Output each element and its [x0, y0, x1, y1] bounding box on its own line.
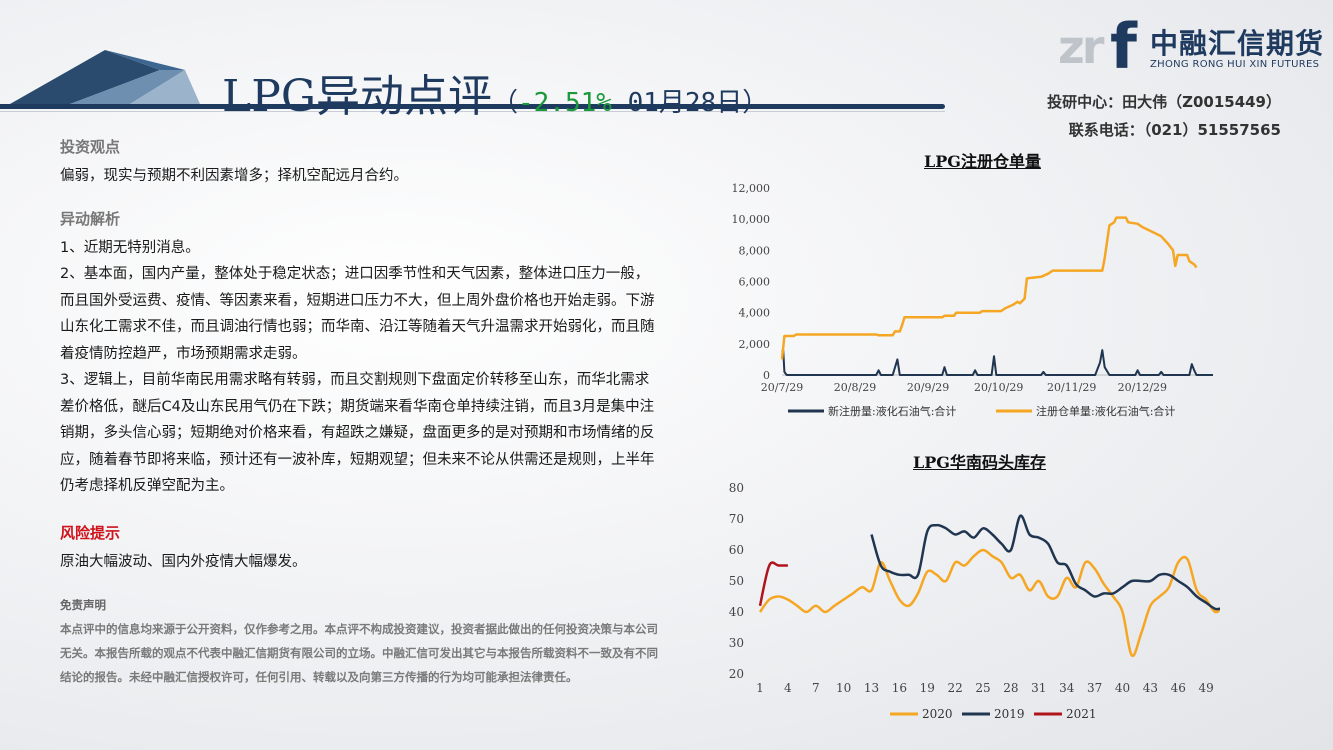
x-tick-label: 4 [784, 681, 792, 695]
x-tick-label: 10 [836, 681, 851, 695]
x-tick-label: 28 [1003, 681, 1018, 695]
series-line-0 [781, 349, 1213, 376]
legend-label-0: 新注册量:液化石油气:合计 [828, 404, 956, 418]
view-title: 投资观点 [60, 138, 121, 156]
y-tick-label: 80 [729, 481, 744, 495]
series-line-2020 [758, 548, 1220, 658]
x-tick-label: 46 [1171, 681, 1186, 695]
x-tick-label: 1 [756, 681, 764, 695]
logo-chinese-name: 中融汇信期货 [1150, 27, 1325, 60]
chart1-title: LPG注册仓单量 [924, 152, 1041, 171]
logo-f-mark: f [1110, 10, 1137, 83]
disclaimer-title: 免责声明 [60, 598, 106, 612]
title-main: LPG异动点评 [222, 71, 492, 122]
legend-label-2020: 2020 [922, 707, 953, 721]
y-tick-label: 60 [729, 543, 744, 557]
legend-label-2021: 2021 [1066, 707, 1097, 721]
x-tick-label: 20/7/29 [761, 381, 803, 394]
contact-info: 投研中心：田大伟（Z0015449） 联系电话：（021）51557565 [1047, 88, 1281, 144]
x-tick-label: 22 [948, 681, 963, 695]
y-tick-label: 8,000 [739, 244, 771, 257]
x-tick-label: 43 [1143, 681, 1158, 695]
title-change: -2.51% [518, 88, 612, 118]
x-tick-label: 37 [1087, 681, 1102, 695]
y-tick-label: 70 [729, 512, 744, 526]
chart-registered-warrants: 0 2,000 4,000 6,000 8,000 10,000 12,000 20/7/29… [732, 182, 1213, 418]
header-thin-divider [0, 111, 945, 112]
logo-english-name: ZHONG RONG HUI XIN FUTURES [1150, 59, 1320, 70]
legend-label-1: 注册仓单量:液化石油气:合计 [1036, 404, 1175, 418]
y-tick-label: 0 [763, 369, 770, 382]
disclaimer-text: 本点评中的信息均来源于公开资料，仅作参考之用。本点评不构成投资建议，投资者据此做… [60, 622, 658, 684]
x-tick-label: 20/8/29 [834, 381, 876, 394]
risk-text: 原油大幅波动、国内外疫情大幅爆发。 [60, 553, 307, 570]
x-tick-label: 20/10/29 [974, 381, 1023, 394]
y-tick-label: 50 [729, 574, 744, 588]
contact-phone: 联系电话：（021）51557565 [1068, 121, 1281, 139]
x-tick-label: 13 [864, 681, 879, 695]
legend-label-2019: 2019 [994, 707, 1025, 721]
page-title: LPG异动点评（-2.51% 01月28日） [222, 71, 769, 122]
series-line-2019 [870, 514, 1220, 611]
x-tick-label: 40 [1115, 681, 1130, 695]
analysis-p2: 2、基本面，国内产量，整体处于稳定状态；进口因季节性和天气因素，整体进口压力一般… [60, 266, 655, 362]
analysis-p3: 3、逻辑上，目前华南民用需求略有转弱，而且交割规则下盘面定价转移至山东，而华北需… [60, 372, 655, 494]
x-tick-label: 7 [812, 681, 820, 695]
logo-zr-mark: zr [1058, 20, 1105, 74]
x-tick-label: 16 [892, 681, 907, 695]
chart-south-china-terminal-inventory: 20 30 40 50 60 70 80 1 4 7 10 13 16 19 22 25 28 31 34 37 40 4… [729, 481, 1220, 721]
x-tick-label: 20/9/29 [907, 381, 949, 394]
analysis-title: 异动解析 [60, 209, 121, 228]
y-tick-label: 4,000 [739, 307, 771, 320]
commentary-column: 投资观点 偏弱，现实与预期不利因素增多；择机空配远月合约。 异动解析 1、近期无… [60, 136, 660, 689]
header-triangle-decoration [10, 50, 200, 104]
x-tick-label: 34 [1059, 681, 1075, 695]
y-tick-label: 12,000 [732, 182, 771, 195]
title-date: 01月28日 [627, 88, 743, 118]
y-tick-label: 10,000 [732, 213, 771, 226]
y-tick-label: 6,000 [739, 276, 771, 289]
company-logo: zr f 中融汇信期货 ZHONG RONG HUI XIN FUTURES [1058, 10, 1328, 83]
risk-title: 风险提示 [60, 523, 121, 542]
analysis-p1: 1、近期无特别消息。 [60, 239, 200, 256]
y-tick-label: 2,000 [739, 338, 771, 351]
series-line-2021 [758, 561, 788, 607]
x-tick-label: 25 [975, 681, 990, 695]
x-tick-label: 20/11/29 [1047, 381, 1096, 394]
y-tick-label: 30 [729, 636, 744, 650]
x-tick-label: 49 [1198, 681, 1213, 695]
x-tick-label: 20/12/29 [1118, 381, 1167, 394]
chart2-title: LPG华南码头库存 [913, 453, 1046, 472]
y-tick-label: 40 [729, 605, 744, 619]
header-divider [0, 104, 945, 109]
x-tick-label: 19 [920, 681, 935, 695]
view-text: 偏弱，现实与预期不利因素增多；择机空配远月合约。 [60, 168, 408, 184]
y-tick-label: 20 [729, 667, 744, 681]
x-tick-label: 31 [1031, 681, 1046, 695]
contact-researcher: 投研中心：田大伟（Z0015449） [1047, 93, 1281, 111]
series-line-1 [780, 216, 1198, 360]
